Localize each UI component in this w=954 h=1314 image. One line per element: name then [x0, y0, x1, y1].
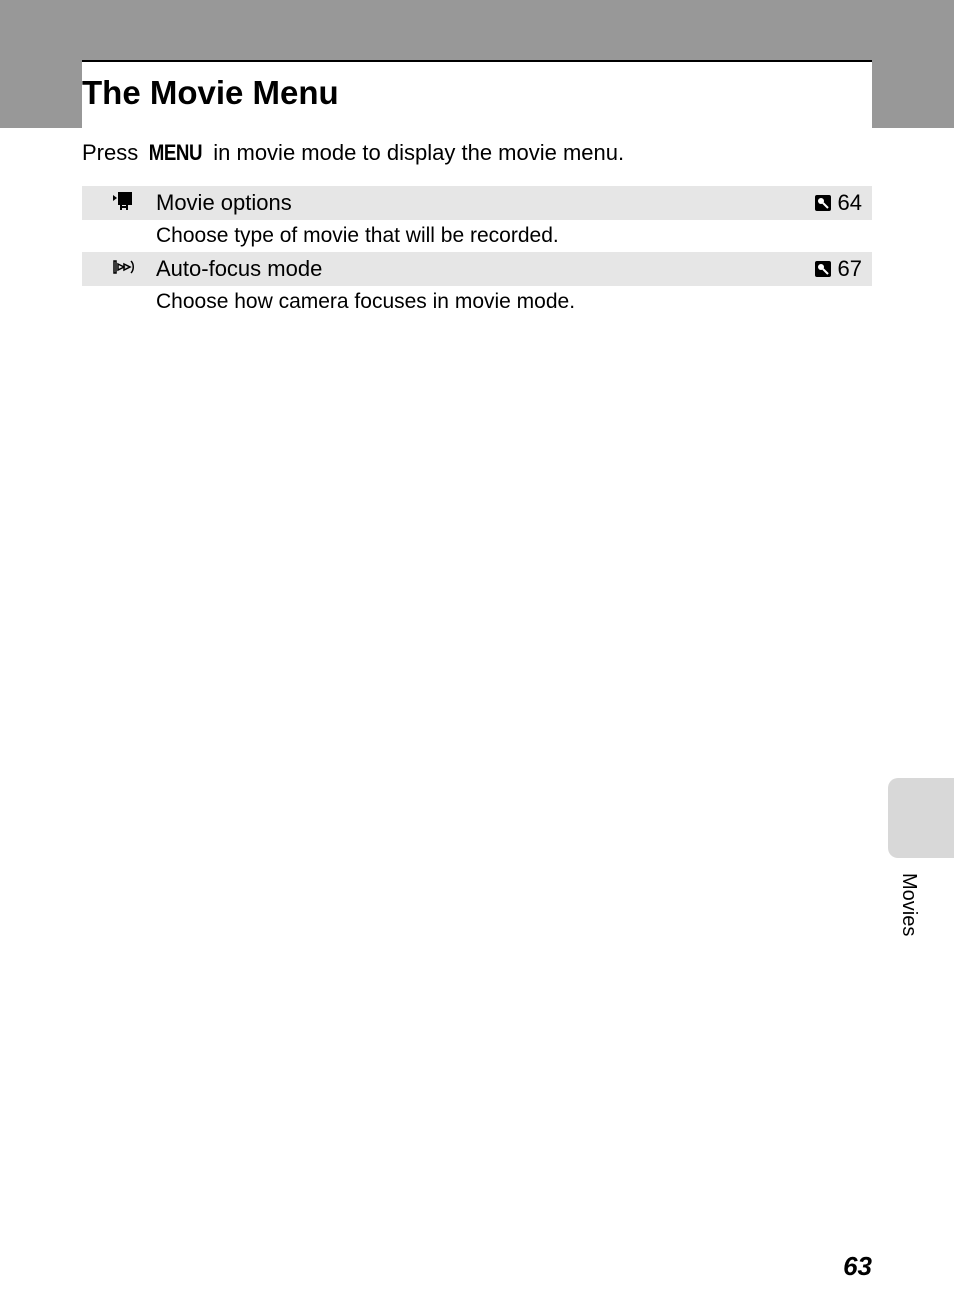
- page-number: 63: [843, 1251, 872, 1282]
- section-tab-label: Movies: [897, 873, 920, 936]
- row-label: Movie options: [156, 190, 782, 216]
- title-container: The Movie Menu: [82, 60, 872, 128]
- row-description: Choose how camera focuses in movie mode.: [156, 290, 862, 314]
- intro-prefix: Press: [82, 140, 144, 165]
- section-tab: [888, 778, 954, 858]
- table-row: Auto-focus mode 67: [82, 252, 872, 286]
- menu-button-label: MENU: [149, 138, 202, 168]
- intro-suffix: in movie mode to display the movie menu.: [207, 140, 624, 165]
- content-area: Press MENU in movie mode to display the …: [82, 138, 872, 318]
- page-title: The Movie Menu: [82, 74, 872, 112]
- page-ref-number: 67: [838, 256, 862, 282]
- row-label: Auto-focus mode: [156, 256, 782, 282]
- page-ref-icon: [814, 260, 832, 278]
- page-reference: 67: [782, 256, 862, 282]
- page-reference: 64: [782, 190, 862, 216]
- page-ref-icon: [814, 194, 832, 212]
- menu-table: Movie options 64 Choose type of movie th…: [82, 186, 872, 318]
- table-row: Choose type of movie that will be record…: [82, 220, 872, 252]
- page-ref-number: 64: [838, 190, 862, 216]
- autofocus-icon: [92, 256, 156, 282]
- table-row: Choose how camera focuses in movie mode.: [82, 286, 872, 318]
- movie-options-icon: [92, 190, 156, 216]
- row-description: Choose type of movie that will be record…: [156, 224, 862, 248]
- intro-text: Press MENU in movie mode to display the …: [82, 138, 872, 168]
- manual-page: The Movie Menu Press MENU in movie mode …: [0, 18, 954, 1314]
- table-row: Movie options 64: [82, 186, 872, 220]
